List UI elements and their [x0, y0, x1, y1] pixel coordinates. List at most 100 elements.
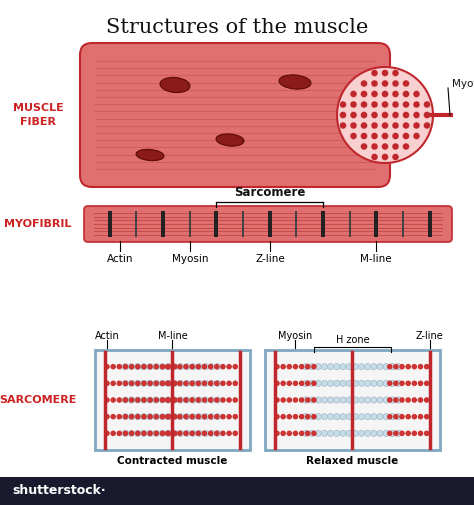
Circle shape: [184, 397, 190, 403]
Circle shape: [299, 431, 304, 436]
Circle shape: [423, 101, 430, 108]
Circle shape: [123, 431, 128, 436]
Circle shape: [286, 381, 292, 386]
Circle shape: [334, 380, 340, 386]
Circle shape: [215, 414, 221, 420]
Circle shape: [232, 364, 238, 370]
Circle shape: [159, 364, 165, 370]
Circle shape: [209, 380, 215, 386]
Circle shape: [346, 414, 352, 420]
Circle shape: [153, 364, 159, 370]
Circle shape: [389, 397, 395, 403]
Circle shape: [280, 414, 286, 420]
Circle shape: [361, 132, 367, 139]
Circle shape: [202, 397, 209, 403]
Circle shape: [159, 414, 165, 420]
Circle shape: [371, 80, 378, 87]
Circle shape: [128, 397, 135, 403]
Circle shape: [365, 397, 371, 403]
Circle shape: [172, 380, 178, 386]
Circle shape: [154, 364, 159, 370]
Circle shape: [128, 414, 135, 420]
Circle shape: [195, 381, 201, 386]
Circle shape: [208, 381, 213, 386]
Circle shape: [129, 414, 135, 420]
Circle shape: [411, 414, 417, 420]
Circle shape: [305, 414, 310, 420]
Circle shape: [153, 397, 159, 403]
Circle shape: [135, 397, 141, 403]
Circle shape: [171, 431, 176, 436]
Circle shape: [292, 414, 298, 420]
Circle shape: [371, 430, 377, 436]
Circle shape: [393, 414, 399, 420]
Bar: [0, 477, 474, 505]
Circle shape: [358, 364, 365, 370]
Circle shape: [104, 414, 110, 420]
Circle shape: [352, 414, 358, 420]
Circle shape: [392, 80, 399, 87]
Circle shape: [286, 431, 292, 436]
Circle shape: [123, 381, 128, 386]
Circle shape: [383, 380, 389, 386]
Circle shape: [382, 80, 389, 87]
Circle shape: [184, 364, 190, 370]
Circle shape: [309, 380, 315, 386]
Circle shape: [214, 414, 219, 420]
Circle shape: [387, 381, 392, 386]
Circle shape: [358, 380, 365, 386]
Circle shape: [346, 430, 352, 436]
Circle shape: [165, 414, 172, 420]
Circle shape: [232, 414, 238, 420]
Circle shape: [154, 431, 159, 436]
Circle shape: [135, 380, 141, 386]
Circle shape: [171, 364, 176, 370]
Circle shape: [361, 122, 367, 129]
Circle shape: [209, 397, 215, 403]
Circle shape: [395, 430, 401, 436]
Circle shape: [339, 101, 346, 108]
Circle shape: [303, 364, 309, 370]
Circle shape: [147, 414, 153, 420]
Circle shape: [371, 90, 378, 97]
Ellipse shape: [216, 134, 244, 146]
Circle shape: [413, 101, 420, 108]
Circle shape: [315, 397, 321, 403]
Circle shape: [172, 364, 178, 370]
Circle shape: [402, 101, 410, 108]
Circle shape: [141, 414, 147, 420]
Circle shape: [392, 154, 399, 161]
Circle shape: [154, 381, 159, 386]
Circle shape: [311, 397, 317, 403]
Circle shape: [382, 112, 389, 119]
Circle shape: [340, 397, 346, 403]
Circle shape: [292, 364, 298, 370]
Circle shape: [352, 397, 358, 403]
Circle shape: [311, 414, 317, 420]
Circle shape: [365, 364, 371, 370]
Circle shape: [340, 430, 346, 436]
Text: H zone: H zone: [336, 335, 369, 345]
Circle shape: [159, 380, 165, 386]
Text: MYOFIBRIL: MYOFIBRIL: [4, 219, 72, 229]
Circle shape: [365, 414, 371, 420]
Circle shape: [178, 430, 184, 436]
Circle shape: [110, 381, 116, 386]
Circle shape: [220, 381, 226, 386]
Circle shape: [340, 380, 346, 386]
Circle shape: [371, 112, 378, 119]
Circle shape: [190, 397, 196, 403]
Circle shape: [328, 397, 334, 403]
Circle shape: [123, 364, 128, 370]
Circle shape: [165, 364, 172, 370]
Circle shape: [147, 381, 153, 386]
Ellipse shape: [279, 75, 311, 89]
Circle shape: [315, 364, 321, 370]
Circle shape: [184, 430, 190, 436]
Circle shape: [183, 414, 189, 420]
Circle shape: [177, 397, 182, 403]
Circle shape: [183, 397, 189, 403]
Circle shape: [153, 414, 159, 420]
Circle shape: [371, 380, 377, 386]
Circle shape: [392, 101, 399, 108]
